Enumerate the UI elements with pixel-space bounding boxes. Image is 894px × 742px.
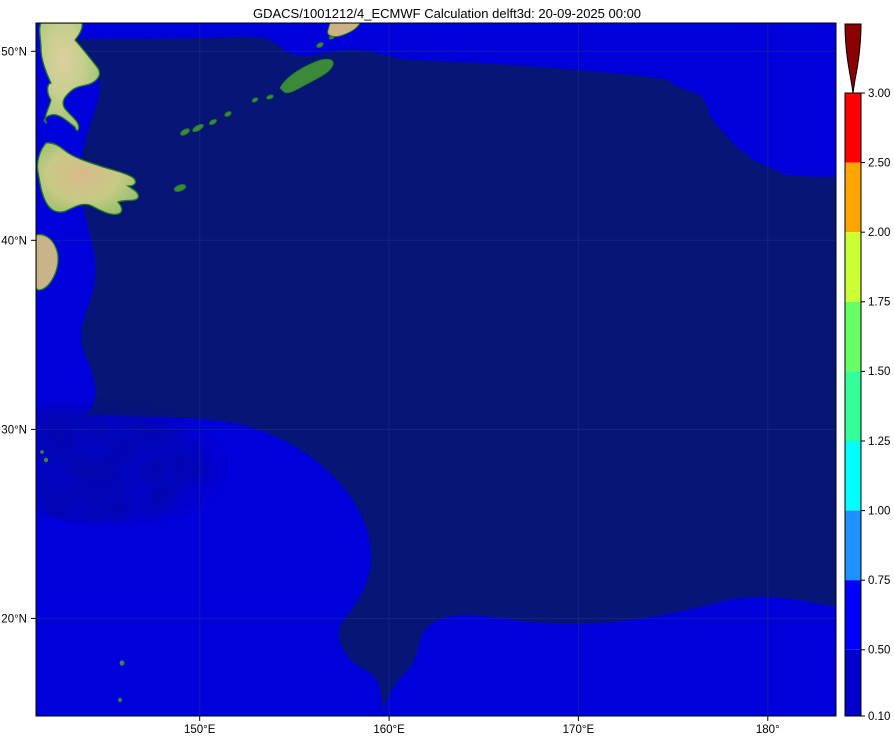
- svg-text:160°E: 160°E: [373, 724, 405, 736]
- svg-text:180°: 180°: [756, 724, 780, 736]
- svg-text:2.50: 2.50: [868, 157, 890, 169]
- svg-text:1.50: 1.50: [868, 366, 890, 378]
- svg-text:1.00: 1.00: [868, 505, 890, 517]
- svg-text:2.00: 2.00: [868, 227, 890, 239]
- svg-text:170°E: 170°E: [563, 724, 595, 736]
- svg-text:1.25: 1.25: [868, 436, 890, 448]
- svg-text:20°N: 20°N: [1, 613, 27, 625]
- svg-text:30°N: 30°N: [1, 424, 27, 436]
- svg-text:40°N: 40°N: [1, 235, 27, 247]
- svg-text:150°E: 150°E: [184, 724, 216, 736]
- svg-text:0.10: 0.10: [868, 711, 890, 723]
- svg-text:0.75: 0.75: [868, 575, 890, 587]
- svg-text:3.00: 3.00: [868, 88, 890, 100]
- svg-text:1.75: 1.75: [868, 297, 890, 309]
- svg-text:0.50: 0.50: [868, 645, 890, 657]
- svg-text:50°N: 50°N: [1, 46, 27, 58]
